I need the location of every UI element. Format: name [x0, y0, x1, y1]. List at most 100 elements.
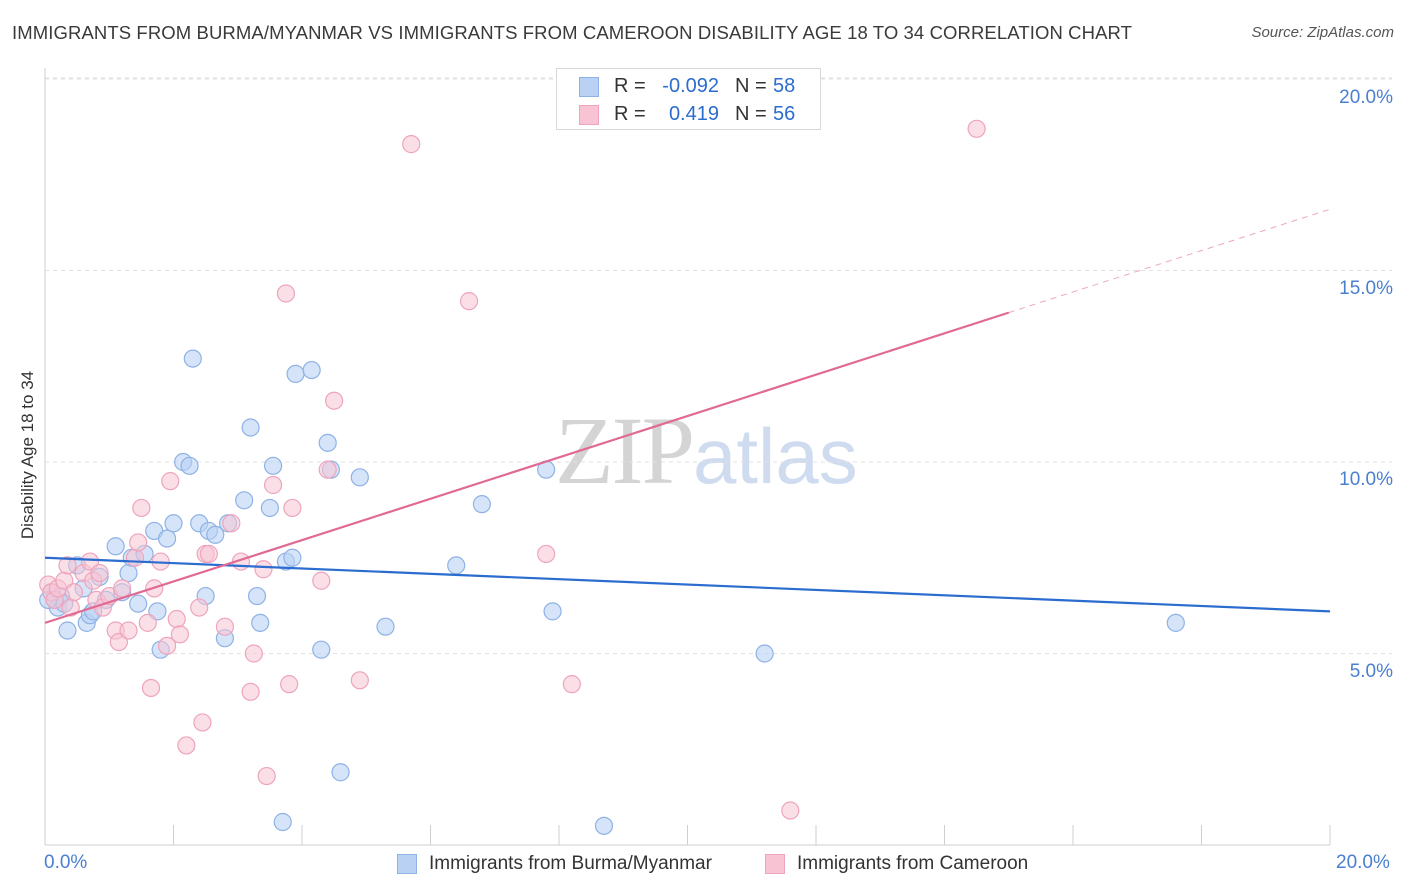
- r-value: -0.092: [662, 75, 719, 97]
- legend-label-burma: Immigrants from Burma/Myanmar: [429, 853, 712, 874]
- n-value: 58: [773, 75, 796, 97]
- burma-point: [350, 468, 369, 487]
- cameroon-point: [276, 284, 296, 303]
- y-tick-label: 5.0%: [1349, 661, 1393, 682]
- cameroon-point: [222, 514, 241, 533]
- cameroon-point: [190, 598, 209, 617]
- burma-point: [183, 349, 202, 368]
- series-burma-points: [39, 349, 1185, 835]
- burma-trendline: [44, 556, 1331, 613]
- stats-row-burma: R = -0.092 N = 58: [557, 73, 820, 101]
- burma-point: [318, 433, 337, 452]
- cameroon-point: [112, 579, 132, 598]
- cameroon-point: [283, 498, 302, 518]
- cameroon-point: [132, 498, 151, 518]
- cameroon-trendline: [44, 311, 1010, 624]
- cameroon-point: [170, 625, 190, 644]
- y-tick-label: 10.0%: [1339, 469, 1393, 490]
- burma-legend-swatch: [397, 854, 417, 874]
- burma-point: [58, 621, 77, 640]
- burma-point: [273, 812, 292, 832]
- cameroon-point: [459, 292, 479, 311]
- chart-title: IMMIGRANTS FROM BURMA/MYANMAR VS IMMIGRA…: [12, 22, 1133, 43]
- y-tick-label: 20.0%: [1339, 87, 1393, 108]
- y-tick-label: 15.0%: [1339, 278, 1393, 299]
- cameroon-point: [157, 636, 177, 655]
- series-cameroon-points: [39, 119, 986, 820]
- cameroon-point: [280, 675, 299, 694]
- n-value: 56: [773, 103, 796, 125]
- cameroon-point: [58, 556, 77, 575]
- burma-point: [302, 360, 321, 380]
- burma-point: [180, 456, 199, 475]
- cameroon-legend-swatch: [765, 854, 785, 874]
- cameroon-point: [562, 675, 581, 694]
- burma-point: [543, 602, 562, 621]
- burma-swatch: [579, 77, 599, 97]
- cameroon-point: [199, 544, 218, 564]
- cameroon-point: [257, 766, 276, 786]
- burma-point: [447, 556, 466, 575]
- x-tick-label-min: 0.0%: [44, 852, 88, 873]
- cameroon-point: [138, 613, 157, 632]
- r-label: R =: [614, 103, 646, 125]
- r-value: 0.419: [668, 103, 719, 125]
- cameroon-point: [781, 801, 800, 820]
- burma-point: [235, 491, 254, 510]
- cameroon-point: [312, 571, 331, 590]
- cameroon-point: [141, 678, 161, 698]
- cameroon-point: [402, 135, 421, 154]
- cameroon-point: [325, 391, 344, 410]
- burma-point: [286, 364, 305, 384]
- cameroon-point: [350, 671, 369, 690]
- burma-point: [119, 563, 138, 583]
- series-legend: Immigrants from Burma/Myanmar Immigrants…: [0, 852, 1406, 878]
- burma-point: [260, 498, 279, 518]
- burma-point: [1166, 613, 1185, 632]
- burma-point: [157, 529, 177, 548]
- stats-row-cameroon: R = 0.419 N = 56: [557, 101, 820, 129]
- burma-point: [206, 525, 225, 544]
- cameroon-point: [241, 682, 260, 701]
- cameroon-point: [254, 560, 273, 579]
- cameroon-point: [161, 472, 180, 491]
- cameroon-point: [90, 563, 109, 583]
- burma-point: [376, 617, 395, 636]
- cameroon-point: [177, 736, 196, 755]
- burma-point: [129, 594, 148, 613]
- burma-point: [247, 586, 267, 606]
- r-label: R =: [614, 75, 646, 97]
- cameroon-point: [318, 460, 337, 479]
- cameroon-swatch: [579, 105, 599, 125]
- burma-point: [594, 816, 614, 835]
- cameroon-trendline-extension: [1008, 208, 1331, 314]
- cameroon-point: [215, 617, 234, 636]
- source-credit: Source: ZipAtlas.com: [1251, 24, 1394, 41]
- y-axis-label: Disability Age 18 to 34: [18, 370, 37, 540]
- cameroon-point: [244, 644, 263, 663]
- cameroon-point: [64, 583, 84, 602]
- cameroon-point: [125, 548, 145, 567]
- burma-point: [251, 613, 270, 632]
- trendlines: [44, 208, 1331, 624]
- n-label: N =: [735, 75, 767, 97]
- cameroon-point: [167, 609, 186, 629]
- stats-legend: R = -0.092 N = 58 R = 0.419 N = 56: [556, 68, 821, 130]
- burma-point: [472, 495, 491, 514]
- burma-point: [106, 537, 125, 556]
- cameroon-point: [193, 713, 212, 732]
- burma-point: [331, 763, 350, 782]
- burma-point: [164, 514, 183, 533]
- cameroon-point: [119, 621, 138, 640]
- burma-point: [312, 640, 331, 659]
- cameroon-point: [129, 533, 148, 552]
- burma-point: [241, 418, 260, 437]
- burma-point: [283, 548, 302, 567]
- cameroon-point: [967, 119, 986, 138]
- n-label: N =: [735, 103, 767, 125]
- x-tick-label-max: 20.0%: [1336, 852, 1390, 873]
- watermark-atlas: atlas: [693, 412, 858, 500]
- cameroon-point: [537, 544, 556, 564]
- cameroon-point: [263, 475, 283, 495]
